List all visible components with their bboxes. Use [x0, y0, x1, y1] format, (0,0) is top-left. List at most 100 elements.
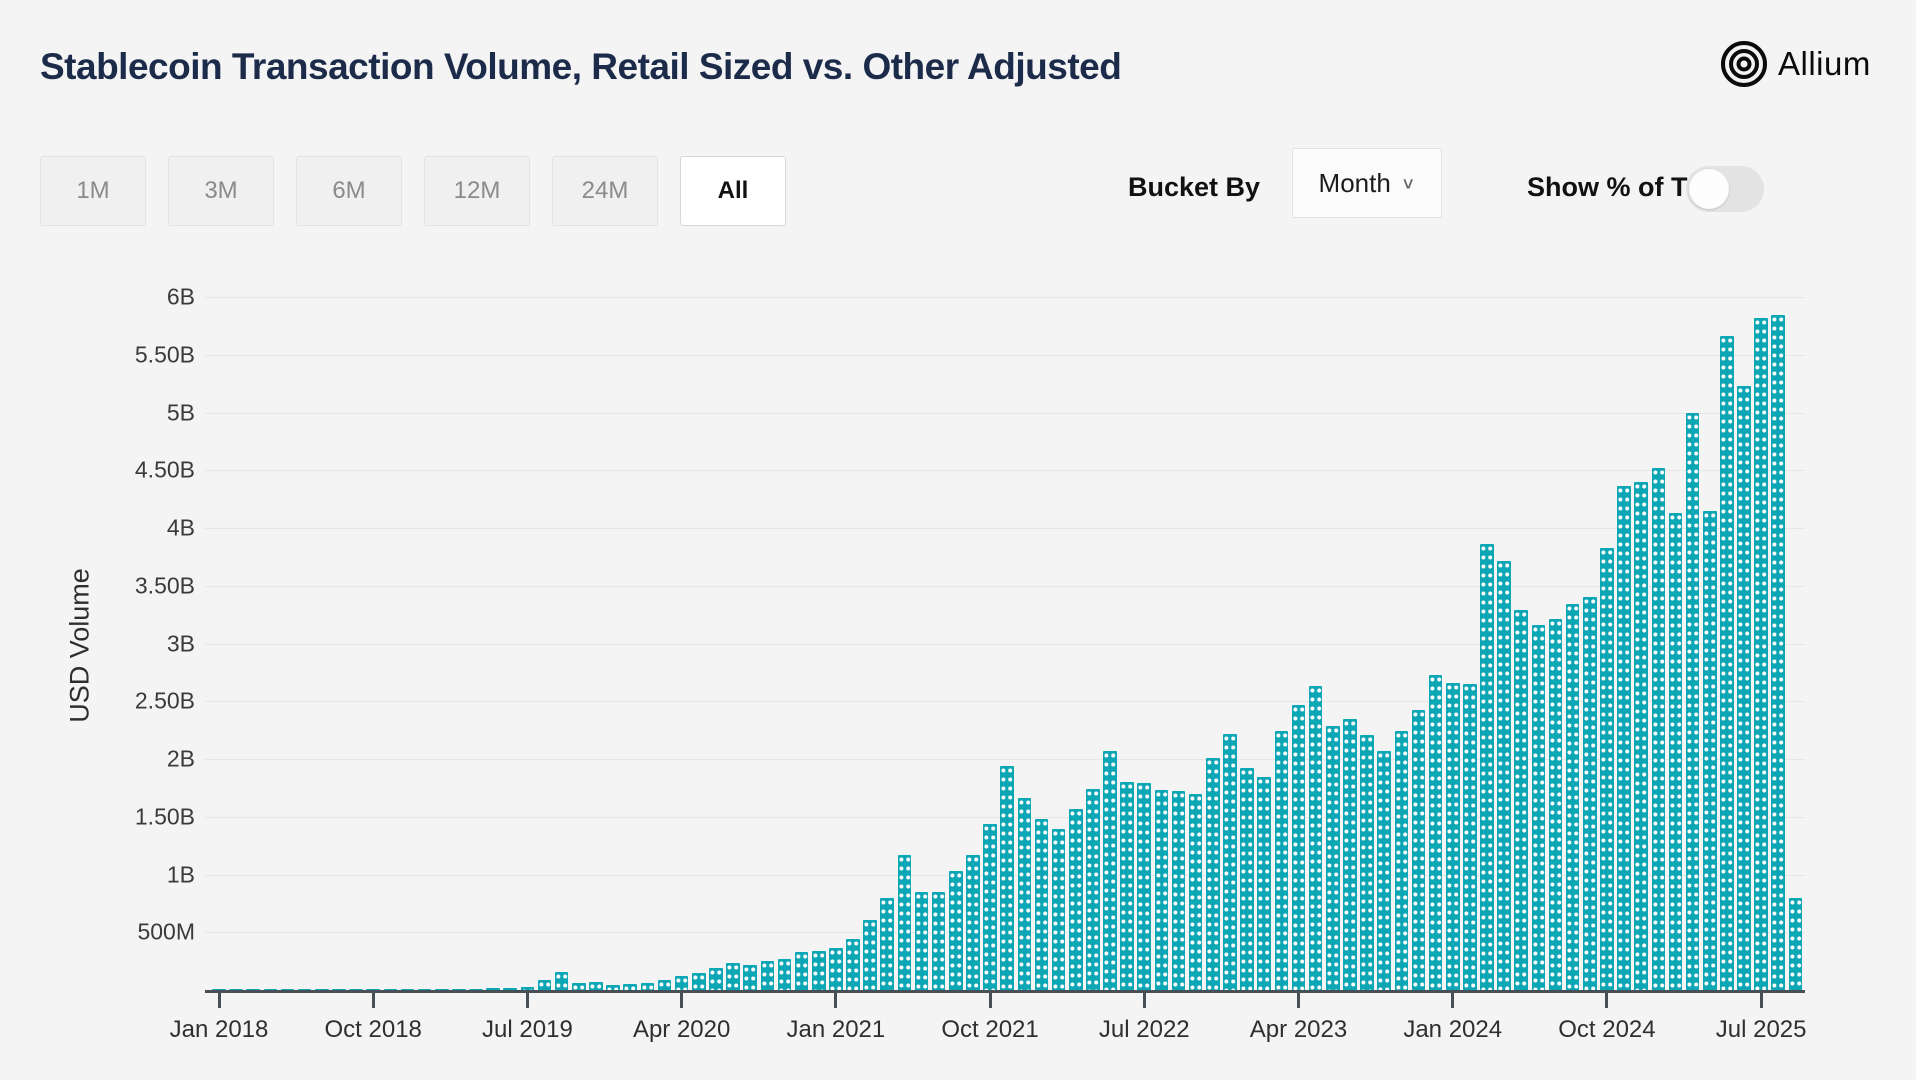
volume-bar-2025-07[interactable]: [1754, 317, 1768, 990]
range-button-6m[interactable]: 6M: [296, 156, 402, 226]
volume-bar-2020-07[interactable]: [726, 963, 740, 990]
volume-bar-2019-03[interactable]: [452, 988, 466, 990]
bucket-by-select[interactable]: Month ∨: [1292, 148, 1442, 218]
volume-bar-2021-09[interactable]: [966, 854, 980, 990]
volume-bar-2021-10[interactable]: [983, 823, 997, 990]
volume-bar-2022-12[interactable]: [1223, 733, 1237, 990]
volume-bar-2019-04[interactable]: [469, 988, 483, 990]
volume-bar-2023-04[interactable]: [1291, 704, 1306, 990]
volume-bar-2019-08[interactable]: [537, 979, 552, 990]
volume-bar-2018-09[interactable]: [349, 989, 363, 990]
volume-bar-2024-05[interactable]: [1514, 610, 1529, 990]
volume-bar-2022-10[interactable]: [1188, 793, 1203, 990]
volume-bar-2019-10[interactable]: [572, 983, 586, 990]
volume-bar-2022-09[interactable]: [1171, 791, 1186, 990]
volume-bar-2018-08[interactable]: [332, 989, 346, 990]
volume-bar-2018-04[interactable]: [263, 989, 278, 990]
volume-bar-2022-03[interactable]: [1068, 808, 1083, 990]
volume-bar-2020-03[interactable]: [657, 979, 672, 990]
volume-bar-2019-05[interactable]: [486, 988, 500, 990]
show-pct-toggle[interactable]: [1686, 166, 1764, 212]
volume-bar-2018-03[interactable]: [246, 989, 261, 990]
volume-bar-2021-05[interactable]: [897, 854, 912, 990]
volume-bar-2023-06[interactable]: [1325, 725, 1340, 990]
volume-bar-2019-06[interactable]: [503, 987, 518, 990]
volume-bar-2020-06[interactable]: [709, 968, 723, 990]
volume-bar-2020-12[interactable]: [811, 950, 826, 990]
volume-bar-2024-06[interactable]: [1531, 625, 1546, 990]
volume-bar-2018-06[interactable]: [297, 989, 312, 990]
volume-bar-2023-03[interactable]: [1274, 731, 1289, 990]
volume-bar-2025-01[interactable]: [1651, 467, 1666, 990]
volume-bar-2024-04[interactable]: [1497, 561, 1511, 990]
volume-bar-2018-07[interactable]: [315, 989, 329, 990]
volume-bar-2021-12[interactable]: [1017, 798, 1032, 990]
volume-bar-2020-01[interactable]: [623, 984, 638, 990]
volume-bar-2025-06[interactable]: [1737, 385, 1751, 990]
volume-bar-2021-02[interactable]: [846, 939, 860, 990]
volume-bar-2020-10[interactable]: [777, 958, 792, 990]
range-button-3m[interactable]: 3M: [168, 156, 274, 226]
volume-bar-2023-08[interactable]: [1360, 734, 1374, 990]
volume-bar-2018-01[interactable]: [212, 989, 226, 990]
volume-bar-2019-09[interactable]: [554, 971, 569, 990]
volume-bar-2021-03[interactable]: [863, 919, 877, 990]
volume-bar-2020-05[interactable]: [691, 972, 706, 990]
volume-bar-2025-04[interactable]: [1702, 510, 1717, 990]
volume-bar-2023-07[interactable]: [1343, 718, 1357, 990]
volume-bar-2022-11[interactable]: [1206, 757, 1220, 990]
volume-bar-2019-02[interactable]: [434, 988, 449, 990]
volume-bar-2021-08[interactable]: [949, 871, 963, 990]
volume-bar-2024-02[interactable]: [1463, 683, 1477, 990]
volume-bar-2020-11[interactable]: [794, 951, 809, 990]
volume-bar-2018-11[interactable]: [383, 989, 398, 990]
range-button-1m[interactable]: 1M: [40, 156, 146, 226]
volume-bar-2023-02[interactable]: [1257, 777, 1272, 990]
volume-bar-2019-11[interactable]: [589, 981, 603, 990]
volume-bar-2023-11[interactable]: [1411, 710, 1426, 990]
volume-bar-2024-09[interactable]: [1583, 597, 1597, 990]
volume-bar-2024-10[interactable]: [1600, 547, 1614, 990]
volume-bar-2019-12[interactable]: [606, 985, 620, 990]
volume-bar-2025-08[interactable]: [1771, 315, 1786, 990]
volume-bar-2023-09[interactable]: [1377, 750, 1391, 990]
volume-bar-2024-07[interactable]: [1548, 619, 1563, 990]
volume-bar-2023-05[interactable]: [1308, 686, 1323, 990]
volume-bar-2025-09[interactable]: [1788, 897, 1803, 990]
volume-bar-2018-12[interactable]: [400, 989, 415, 990]
volume-bar-2020-09[interactable]: [760, 961, 775, 990]
range-button-all[interactable]: All: [680, 156, 786, 226]
volume-bar-2021-07[interactable]: [931, 891, 946, 990]
volume-bar-2023-12[interactable]: [1428, 674, 1443, 990]
volume-bar-2022-02[interactable]: [1051, 829, 1066, 990]
volume-bar-2021-01[interactable]: [829, 948, 843, 990]
volume-bar-2020-04[interactable]: [674, 976, 689, 990]
volume-bar-2023-10[interactable]: [1394, 731, 1409, 990]
volume-bar-2021-11[interactable]: [1000, 765, 1014, 990]
volume-bar-2024-12[interactable]: [1634, 481, 1648, 990]
volume-bar-2022-08[interactable]: [1154, 790, 1169, 990]
volume-bar-2018-05[interactable]: [280, 989, 295, 990]
volume-bar-2019-07[interactable]: [520, 986, 535, 990]
volume-bar-2021-06[interactable]: [914, 891, 929, 990]
volume-bar-2021-04[interactable]: [880, 897, 895, 990]
volume-bar-2025-03[interactable]: [1685, 412, 1700, 990]
range-button-12m[interactable]: 12M: [424, 156, 530, 226]
volume-bar-2022-04[interactable]: [1086, 789, 1100, 990]
volume-bar-2022-01[interactable]: [1034, 819, 1049, 990]
volume-bar-2022-06[interactable]: [1120, 782, 1134, 990]
volume-bar-2024-08[interactable]: [1565, 604, 1580, 990]
volume-bar-2024-03[interactable]: [1480, 544, 1494, 990]
volume-bar-2019-01[interactable]: [417, 989, 432, 990]
volume-bar-2020-02[interactable]: [640, 983, 655, 990]
volume-bar-2025-02[interactable]: [1668, 512, 1683, 990]
volume-bar-2022-07[interactable]: [1137, 783, 1152, 990]
volume-bar-2018-02[interactable]: [229, 989, 243, 990]
range-button-24m[interactable]: 24M: [552, 156, 658, 226]
volume-bar-2023-01[interactable]: [1240, 768, 1254, 990]
volume-bar-2025-05[interactable]: [1720, 336, 1734, 990]
volume-bar-2024-01[interactable]: [1445, 682, 1460, 990]
volume-bar-2024-11[interactable]: [1617, 486, 1631, 990]
volume-bar-2018-10[interactable]: [366, 989, 380, 990]
volume-bar-2020-08[interactable]: [743, 964, 757, 990]
